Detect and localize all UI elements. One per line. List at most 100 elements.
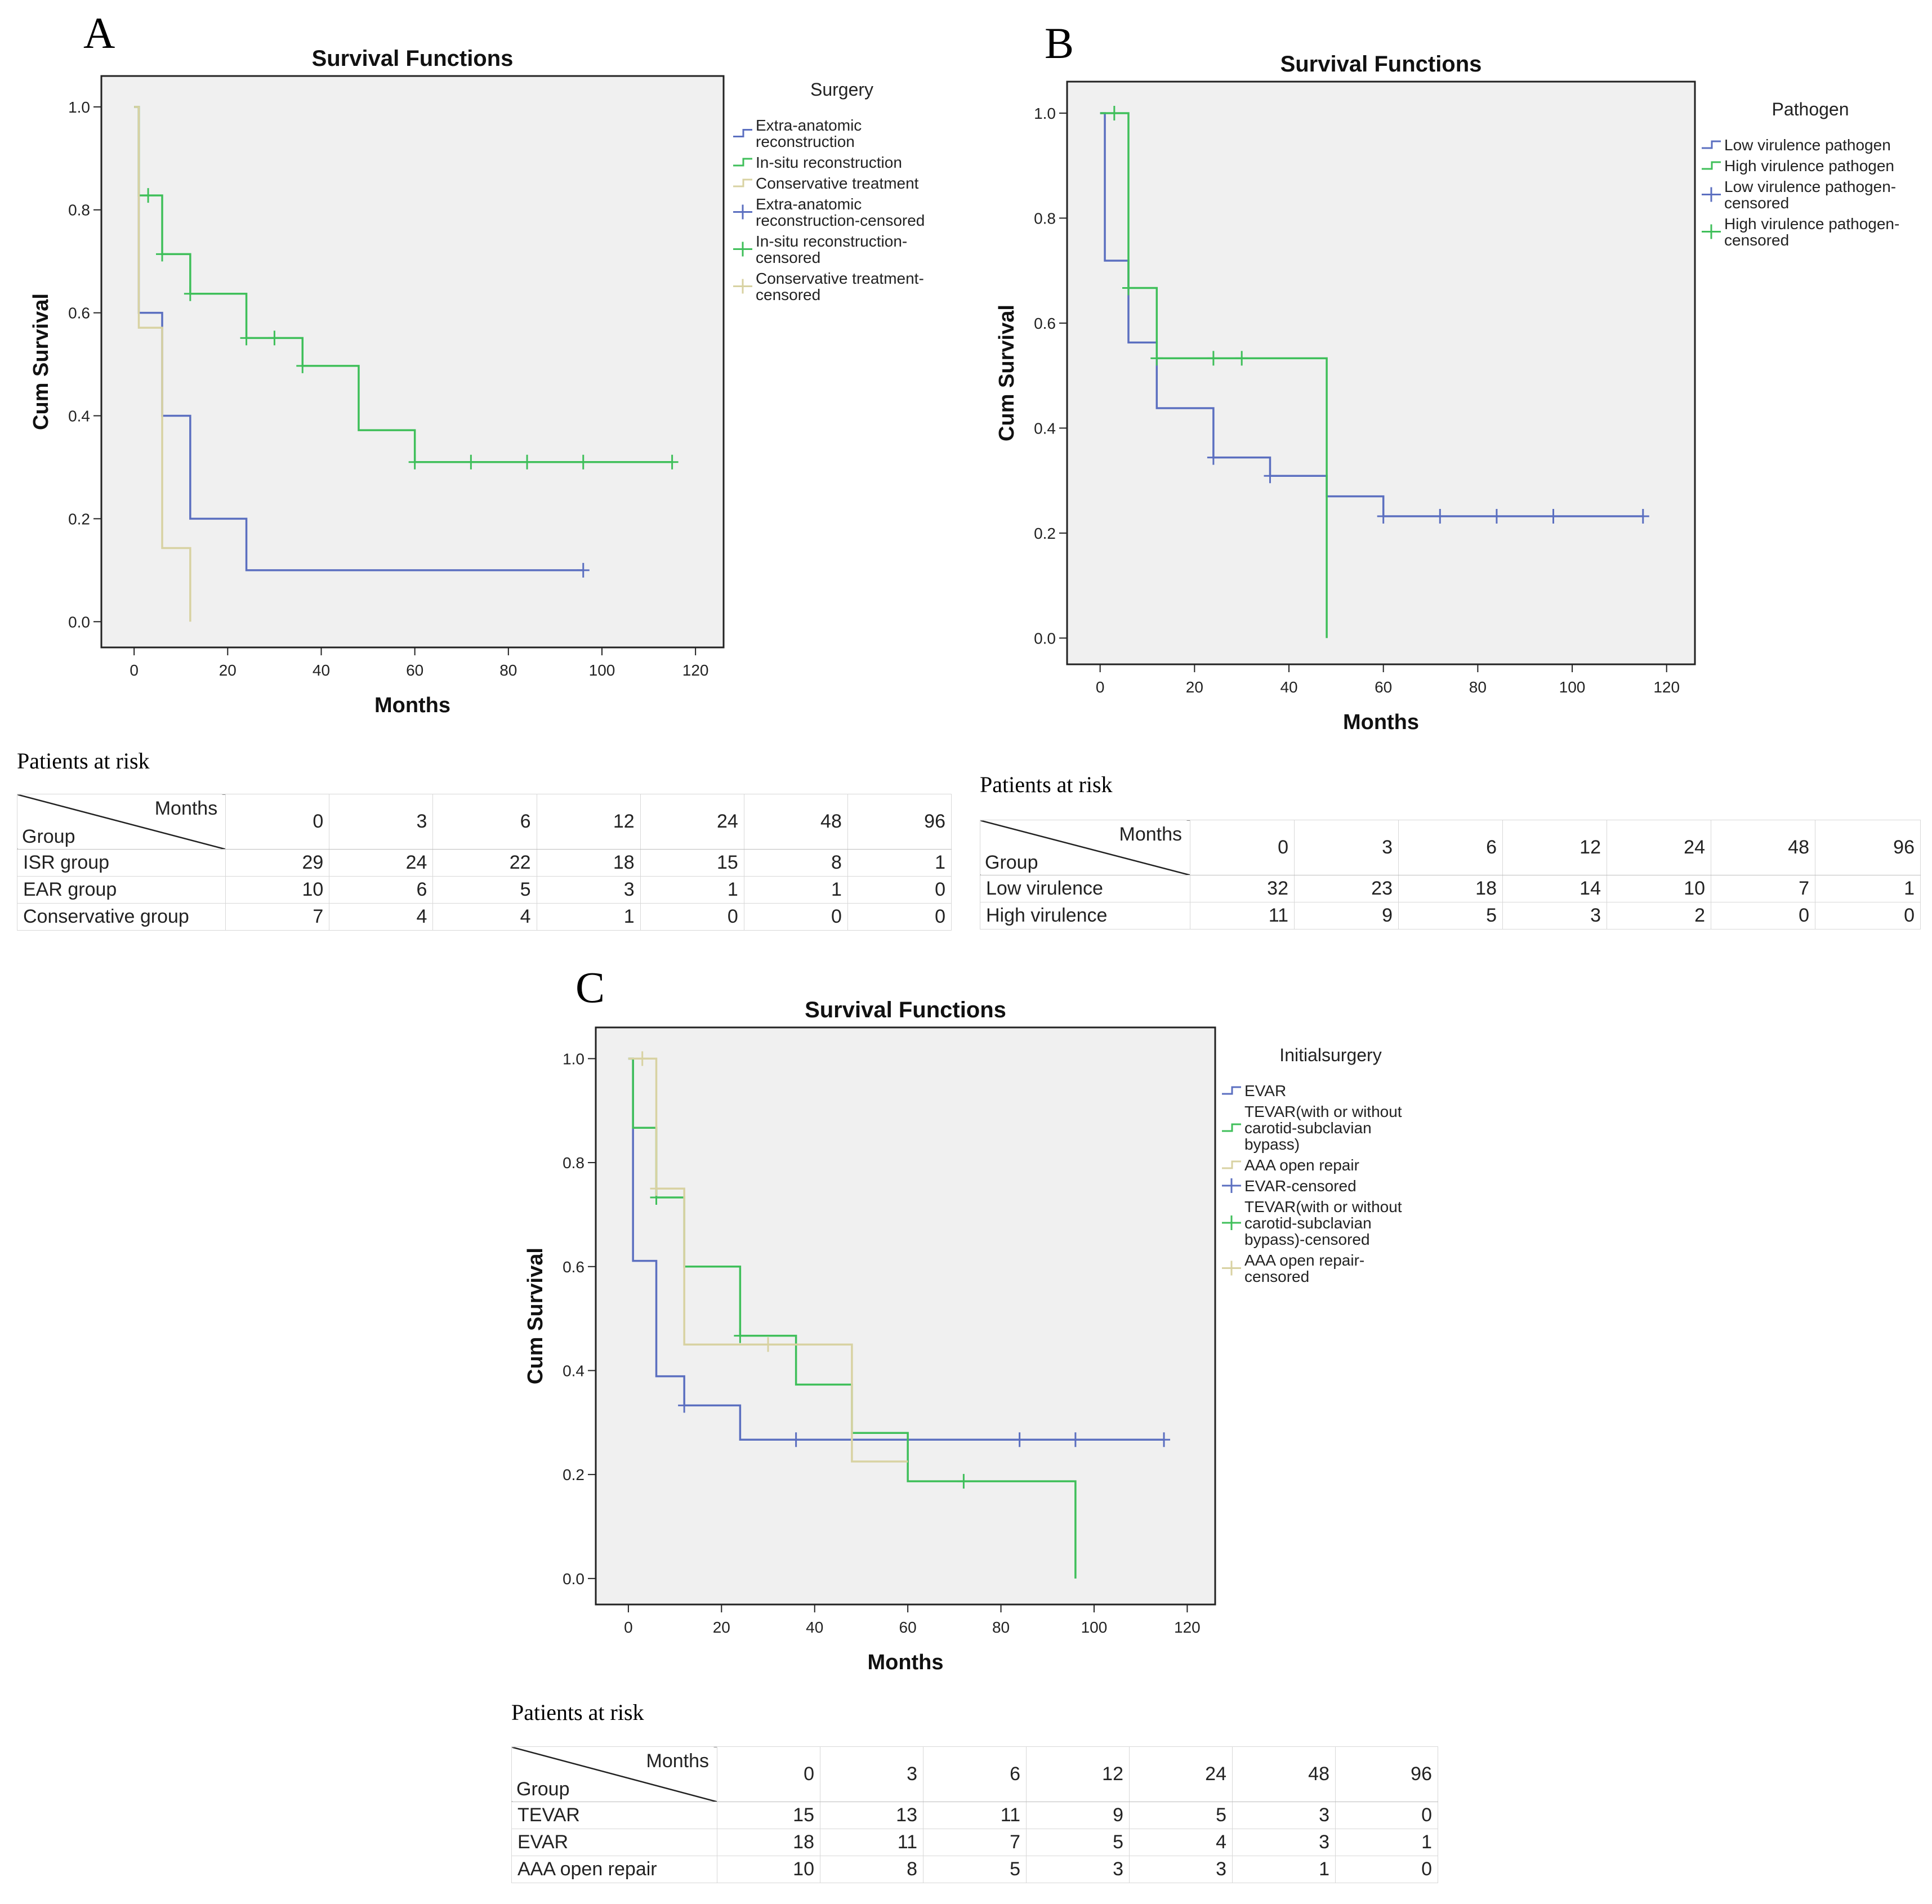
- censor-mark: [1207, 351, 1220, 366]
- censor-mark: [789, 1432, 802, 1447]
- y-tick-label: 0.4: [68, 408, 90, 425]
- censor-mark: [636, 1051, 649, 1066]
- survival-curve-2: [134, 106, 191, 622]
- x-tick-label: 0: [1096, 678, 1105, 696]
- x-axis-label: Months: [374, 694, 450, 717]
- risk-table-b: Months Group 0 3 6 12 24 48 96 Low virulence 32 23 1…: [980, 820, 1921, 929]
- survival-curve-0: [628, 1057, 1164, 1441]
- legend-symbol: [1702, 161, 1721, 170]
- x-tick-label: 80: [499, 662, 517, 679]
- x-tick-label: 40: [806, 1619, 823, 1636]
- legend-symbol: [1222, 1123, 1241, 1132]
- group-cell: EVAR: [511, 1829, 717, 1856]
- value-cell: 11: [923, 1802, 1027, 1829]
- table-row: Low virulence 32 23 18 14 10 7 1: [980, 875, 1921, 902]
- censor-mark: [142, 188, 155, 203]
- legend-symbol: [1702, 187, 1721, 202]
- value-cell: 11: [1190, 902, 1295, 929]
- value-cell: 22: [432, 849, 537, 877]
- censor-mark: [1264, 468, 1277, 484]
- value-cell: 14: [1502, 875, 1607, 902]
- value-cell: 0: [1815, 902, 1921, 929]
- censor-mark: [521, 454, 534, 470]
- legend-symbol: [1222, 1160, 1241, 1169]
- value-cell: 7: [225, 903, 330, 931]
- month-header-cell: 12: [1502, 820, 1607, 875]
- col-header-label: Months: [646, 1750, 710, 1772]
- month-header-cell: 0: [225, 794, 330, 850]
- censor-mark: [1108, 105, 1121, 120]
- y-tick-label: 0.0: [563, 1570, 584, 1588]
- legend-label: bypass): [1244, 1136, 1300, 1153]
- legend-symbol: [733, 178, 752, 187]
- censor-mark: [268, 330, 281, 346]
- x-axis-label: Months: [867, 1651, 943, 1674]
- value-cell: 11: [820, 1829, 923, 1856]
- legend-symbol: [1222, 1215, 1241, 1230]
- table-row: EVAR 18 11 7 5 4 3 1: [511, 1829, 1438, 1856]
- censor-mark: [1490, 509, 1503, 524]
- group-cell: Conservative group: [16, 903, 226, 931]
- y-tick-label: 0.8: [1034, 209, 1056, 227]
- value-cell: 5: [1026, 1829, 1130, 1856]
- legend-symbol: [733, 279, 752, 294]
- legend-label: censored: [756, 286, 820, 303]
- y-tick-label: 0.2: [1034, 525, 1056, 542]
- diagonal-header-cell: Months Group: [16, 794, 226, 850]
- value-cell: 0: [847, 876, 952, 904]
- value-cell: 1: [640, 876, 744, 904]
- x-tick-label: 20: [1186, 678, 1203, 696]
- x-tick-label: 100: [1081, 1619, 1108, 1636]
- value-cell: 3: [1129, 1856, 1233, 1883]
- value-cell: 15: [640, 849, 744, 877]
- legend-label: reconstruction-censored: [756, 212, 925, 229]
- y-tick-label: 1.0: [68, 99, 90, 116]
- legend-symbol: [733, 242, 752, 257]
- legend-label: Conservative treatment: [756, 175, 919, 192]
- x-tick-label: 20: [713, 1619, 730, 1636]
- y-tick-label: 0.0: [68, 613, 90, 631]
- group-cell: EAR group: [16, 876, 226, 904]
- value-cell: 3: [1232, 1802, 1336, 1829]
- y-tick-label: 0.4: [1034, 419, 1056, 437]
- value-cell: 0: [743, 903, 848, 931]
- censor-mark: [1547, 509, 1560, 524]
- value-cell: 5: [923, 1856, 1027, 1883]
- value-cell: 1: [1815, 875, 1921, 902]
- value-cell: 8: [820, 1856, 923, 1883]
- value-cell: 7: [1711, 875, 1815, 902]
- y-axis-label: Cum Survival: [29, 293, 53, 430]
- y-tick-label: 0.2: [563, 1466, 584, 1483]
- month-header-cell: 3: [820, 1746, 923, 1802]
- risk-title-a: Patients at risk: [17, 748, 150, 774]
- legend-title: Initialsurgery: [1279, 1045, 1381, 1065]
- value-cell: 9: [1026, 1802, 1130, 1829]
- table-row: TEVAR 15 13 11 9 5 3 0: [511, 1802, 1438, 1829]
- x-tick-label: 80: [992, 1619, 1010, 1636]
- y-axis-label: Cum Survival: [524, 1248, 547, 1384]
- survival-chart-a: Survival Functions 0 20 40 60 80 100 120 0.0 0.2 0…: [29, 46, 925, 717]
- y-tick-label: 0.6: [563, 1258, 584, 1276]
- x-tick-label: 0: [624, 1619, 633, 1636]
- panel-letter-c: C: [575, 963, 605, 1012]
- risk-table-c: Months Group 0 3 6 12 24 48 96 TEVAR 15 13 11 9 5 3 0 EVA…: [511, 1746, 1438, 1883]
- y-axis-label: Cum Survival: [995, 305, 1019, 441]
- value-cell: 0: [1335, 1856, 1438, 1883]
- value-cell: 4: [329, 903, 434, 931]
- legend-label: AAA open repair-: [1244, 1252, 1364, 1269]
- censor-mark: [184, 286, 197, 301]
- censor-mark: [666, 454, 679, 470]
- month-header-cell: 24: [640, 794, 744, 850]
- risk-table-a: Months Group 0 3 6 12 24 48 96 ISR group 29 24 22 18 1…: [16, 794, 952, 931]
- month-header-cell: 3: [329, 794, 434, 850]
- legend-symbol: [1222, 1086, 1241, 1095]
- value-cell: 0: [847, 903, 952, 931]
- month-header-cell: 6: [432, 794, 537, 850]
- censor-mark: [957, 1474, 970, 1489]
- legend-label: TEVAR(with or without: [1244, 1103, 1402, 1120]
- censor-mark: [465, 454, 478, 470]
- month-header-cell: 0: [717, 1746, 820, 1802]
- censor-mark: [1207, 450, 1220, 465]
- month-header-cell: 96: [1335, 1746, 1438, 1802]
- table-row: AAA open repair 10 8 5 3 3 1 0: [511, 1856, 1438, 1883]
